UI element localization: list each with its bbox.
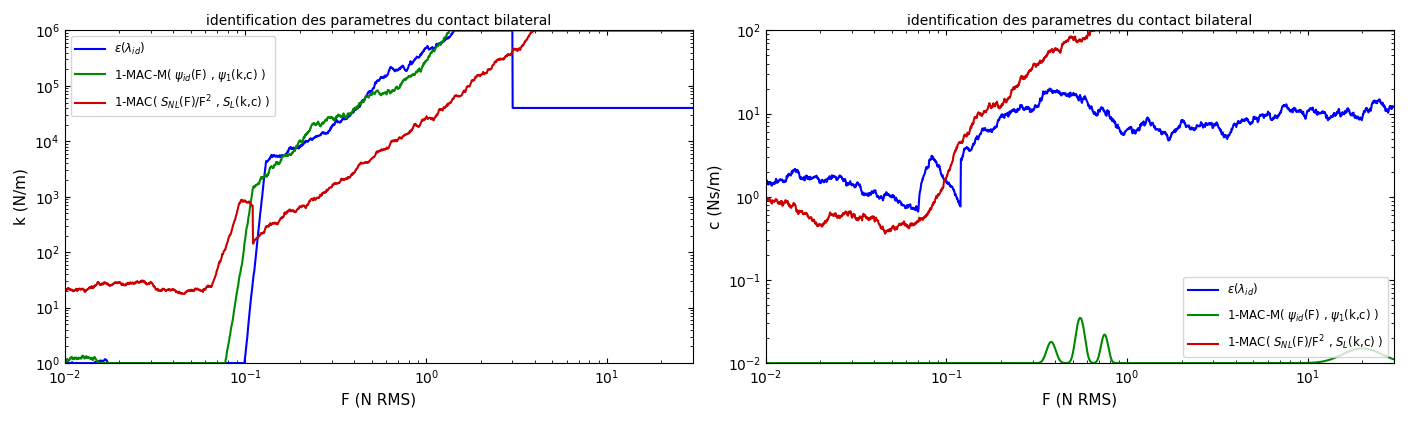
Y-axis label: k (N/m): k (N/m) <box>14 168 30 225</box>
X-axis label: F (N RMS): F (N RMS) <box>341 392 417 407</box>
X-axis label: F (N RMS): F (N RMS) <box>1042 392 1118 407</box>
Title: identification des parametres du contact bilateral: identification des parametres du contact… <box>907 14 1253 28</box>
Legend: $\varepsilon(\lambda_{id})$, 1-MAC-M( $\psi_{id}$(F) , $\psi_1$(k,c) ), 1-MAC( $: $\varepsilon(\lambda_{id})$, 1-MAC-M( $\… <box>1183 277 1388 357</box>
Title: identification des parametres du contact bilateral: identification des parametres du contact… <box>207 14 552 28</box>
Legend: $\varepsilon(\lambda_{id})$, 1-MAC-M( $\psi_{id}$(F) , $\psi_1$(k,c) ), 1-MAC( $: $\varepsilon(\lambda_{id})$, 1-MAC-M( $\… <box>70 36 276 117</box>
Y-axis label: c (Ns/m): c (Ns/m) <box>707 165 722 229</box>
